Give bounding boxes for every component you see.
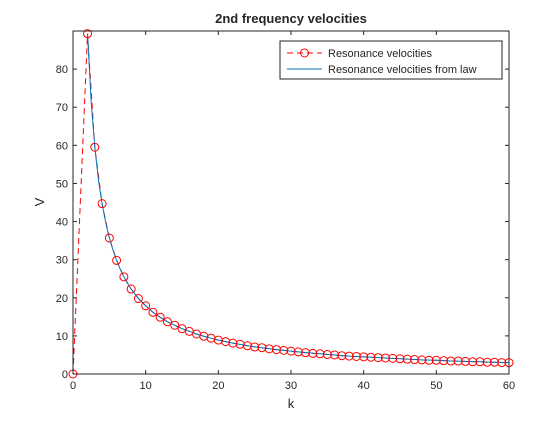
data-point-resonance-velocities [380,353,390,363]
data-point-resonance-velocities [366,352,376,362]
data-point-resonance-velocities [97,199,107,209]
data-point-resonance-velocities [235,339,245,349]
x-tick-label: 0 [70,380,76,392]
data-point-resonance-velocities [460,356,470,366]
data-point-resonance-velocities [351,351,361,361]
data-point-resonance-velocities [322,350,332,360]
legend: Resonance velocities Resonance velocitie… [279,40,503,80]
y-tick-label: 10 [56,331,68,343]
y-tick-label: 80 [56,64,68,76]
data-point-resonance-velocities [155,312,165,322]
x-tick-label: 50 [430,380,442,392]
data-point-resonance-velocities [286,346,296,356]
data-point-resonance-velocities [410,355,420,365]
data-point-resonance-velocities [468,357,478,367]
data-point-resonance-velocities [395,354,405,364]
data-point-resonance-velocities [489,357,499,367]
legend-marker-measured [300,48,309,58]
data-point-resonance-velocities [112,255,122,265]
data-point-resonance-velocities [293,347,303,357]
data-point-resonance-velocities [133,294,143,304]
x-tick-label: 20 [212,380,224,392]
data-point-resonance-velocities [344,351,354,361]
data-point-resonance-velocities [279,345,289,355]
data-point-resonance-velocities [417,355,427,365]
data-point-resonance-velocities [104,233,114,243]
data-point-resonance-velocities [453,356,463,366]
data-point-resonance-velocities [308,348,318,358]
x-tick-label: 10 [140,380,152,392]
data-point-resonance-velocities [257,343,267,353]
y-tick-label: 20 [56,293,68,305]
y-tick-label: 40 [56,217,68,229]
data-point-resonance-velocities [141,301,151,311]
y-tick-label: 60 [56,140,68,152]
data-point-resonance-velocities [439,356,449,366]
ticks-layer: 0 10 20 30 40 50 60 0 10 20 30 40 50 60 70 80 [56,31,515,392]
series-line-resonance-velocities-from-law [87,33,510,364]
y-tick-label: 70 [56,102,68,114]
data-point-resonance-velocities [330,350,340,360]
data-point-resonance-velocities [446,356,456,366]
data-point-resonance-velocities [213,335,223,345]
y-tick-label: 0 [62,369,68,381]
data-point-resonance-velocities [373,353,383,363]
data-point-resonance-velocities [221,337,231,347]
legend-label-law: Resonance velocities from law [328,64,477,76]
data-point-resonance-velocities [482,357,492,367]
data-point-resonance-velocities [228,338,238,348]
data-point-resonance-velocities [119,272,129,282]
data-point-resonance-velocities [162,317,172,327]
x-tick-label: 30 [285,380,297,392]
data-point-resonance-velocities [337,351,347,361]
data-point-resonance-velocities [90,142,100,152]
data-point-resonance-velocities [359,352,369,362]
data-point-resonance-velocities [431,355,441,365]
data-point-resonance-velocities [148,307,158,317]
legend-box [279,40,503,80]
data-point-resonance-velocities [315,349,325,359]
y-tick-label: 50 [56,178,68,190]
data-point-resonance-velocities [424,355,434,365]
data-point-resonance-velocities [301,348,311,358]
data-point-resonance-velocities [388,353,398,363]
data-point-resonance-velocities [497,358,507,368]
data-point-resonance-velocities [126,284,136,294]
data-point-resonance-velocities [264,344,274,354]
x-tick-label: 60 [503,380,515,392]
data-point-resonance-velocities [170,320,180,330]
data-point-resonance-velocities [271,345,281,355]
data-point-resonance-velocities [242,341,252,351]
data-point-resonance-velocities [475,357,485,367]
data-point-resonance-velocities [83,29,93,39]
chart-title: 2nd frequency velocities [215,11,367,26]
x-tick-label: 40 [358,380,370,392]
data-point-resonance-velocities [250,342,260,352]
plot-area [73,31,509,374]
y-axis-label: V [32,197,47,206]
x-axis-label: k [288,396,295,411]
data-point-resonance-velocities [402,354,412,364]
legend-label-measured: Resonance velocities [328,48,432,60]
y-tick-label: 30 [56,255,68,267]
